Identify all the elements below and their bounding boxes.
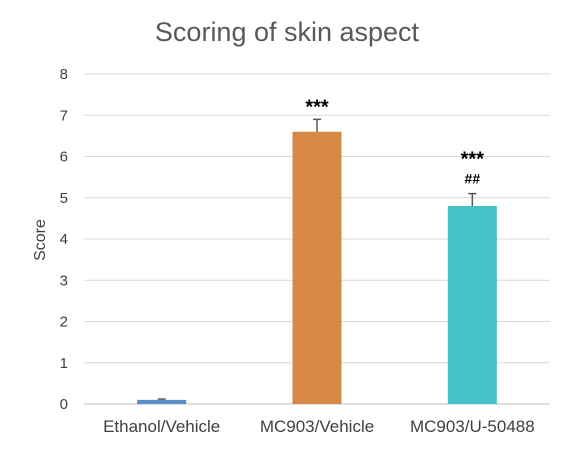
y-tick-label: 6 bbox=[60, 149, 68, 166]
error-bar bbox=[313, 118, 321, 132]
y-tick-label: 2 bbox=[60, 314, 68, 331]
chart-title: Scoring of skin aspect bbox=[155, 17, 420, 47]
significance-annotations: ***##*** bbox=[305, 96, 484, 186]
bar bbox=[137, 399, 187, 404]
bars bbox=[137, 118, 497, 404]
y-tick-labels: 0 1 2 3 4 5 6 7 8 bbox=[60, 66, 68, 413]
significance-stars: *** bbox=[305, 96, 329, 118]
x-tick-label: MC903/U-50488 bbox=[410, 417, 535, 436]
y-tick-label: 8 bbox=[60, 66, 68, 83]
y-tick-label: 0 bbox=[60, 396, 68, 413]
significance-hash: ## bbox=[465, 171, 481, 187]
y-tick-label: 5 bbox=[60, 190, 68, 207]
y-tick-label: 4 bbox=[60, 231, 68, 248]
error-bar bbox=[468, 192, 477, 206]
y-axis-label: Score bbox=[32, 219, 49, 261]
y-tick-label: 1 bbox=[60, 355, 68, 372]
x-tick-labels: Ethanol/Vehicle MC903/Vehicle MC903/U-5048… bbox=[103, 417, 535, 436]
error-bar bbox=[157, 398, 166, 400]
significance-stars: *** bbox=[461, 149, 485, 171]
bar bbox=[292, 131, 342, 404]
y-tick-label: 7 bbox=[60, 107, 68, 124]
y-tick-label: 3 bbox=[60, 272, 68, 289]
x-tick-label: MC903/Vehicle bbox=[260, 417, 374, 436]
bar bbox=[447, 206, 497, 404]
x-tick-label: Ethanol/Vehicle bbox=[103, 417, 220, 436]
